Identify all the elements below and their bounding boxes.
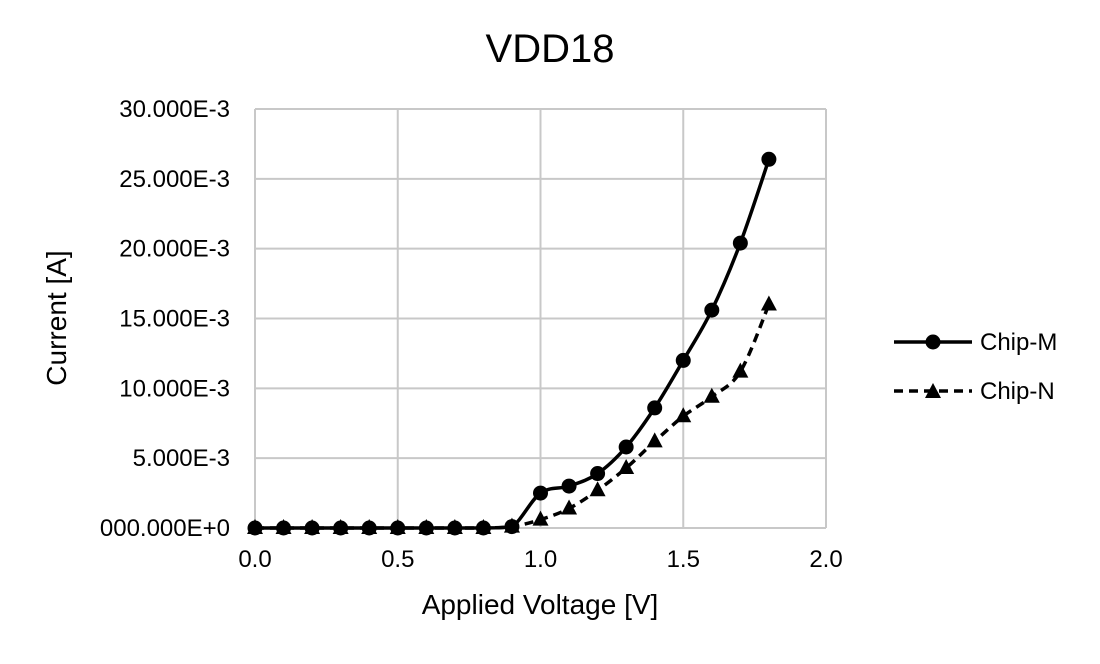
x-tick-label: 1.0 — [524, 546, 557, 573]
x-axis-label: Applied Voltage [V] — [422, 589, 659, 620]
data-point-chip-n — [618, 458, 635, 474]
legend: Chip-M Chip-N — [894, 329, 1057, 405]
data-point-chip-n — [589, 481, 606, 497]
y-axis-tick-labels: 000.000E+0 5.000E-3 10.000E-3 15.000E-3 20.0… — [100, 96, 230, 542]
x-tick-label: 1.5 — [667, 546, 700, 573]
data-point-chip-m — [361, 520, 377, 536]
data-point-chip-m — [304, 520, 320, 536]
legend-item-chip-n: Chip-N — [894, 378, 1055, 405]
data-point-chip-n — [646, 432, 663, 448]
series-chip-n — [247, 295, 777, 534]
y-tick-label: 10.000E-3 — [119, 375, 230, 402]
y-tick-label: 5.000E-3 — [133, 445, 230, 472]
data-point-chip-m — [590, 466, 606, 482]
chart-title: VDD18 — [486, 27, 615, 71]
y-tick-label: 25.000E-3 — [119, 166, 230, 193]
legend-label-chip-n: Chip-N — [980, 378, 1055, 405]
data-point-chip-m — [647, 400, 663, 416]
data-point-chip-m — [475, 520, 491, 536]
data-point-chip-m — [390, 520, 406, 536]
data-point-chip-m — [504, 519, 520, 535]
y-axis-label: Current [A] — [41, 250, 72, 385]
data-point-chip-m — [247, 520, 263, 536]
data-point-chip-m — [418, 520, 434, 536]
data-point-chip-m — [276, 520, 292, 536]
data-point-chip-m — [561, 478, 577, 494]
x-tick-label: 0.5 — [381, 546, 414, 573]
series-line-chip-m — [253, 157, 771, 530]
y-tick-label: 30.000E-3 — [119, 96, 230, 123]
y-tick-label: 000.000E+0 — [100, 515, 230, 542]
legend-item-chip-m: Chip-M — [894, 329, 1057, 356]
legend-marker-chip-n — [925, 383, 941, 398]
gridlines — [254, 108, 827, 529]
y-tick-label: 15.000E-3 — [119, 306, 230, 333]
data-point-chip-m — [675, 352, 691, 368]
data-point-chip-m — [447, 520, 463, 536]
data-point-chip-n — [732, 362, 749, 378]
series-chip-m — [247, 151, 777, 536]
data-point-chip-m — [704, 302, 720, 318]
data-point-chip-n — [532, 510, 549, 526]
plot-series — [247, 151, 777, 536]
x-tick-label: 2.0 — [809, 546, 842, 573]
data-point-chip-m — [761, 151, 777, 167]
data-point-chip-m — [333, 520, 349, 536]
series-line-chip-n — [255, 303, 771, 530]
data-point-chip-n — [561, 499, 578, 515]
data-point-chip-n — [760, 295, 777, 311]
x-tick-label: 0.0 — [238, 546, 271, 573]
legend-label-chip-m: Chip-M — [980, 329, 1057, 356]
x-axis-tick-labels: 0.0 0.5 1.0 1.5 2.0 — [238, 546, 842, 573]
data-point-chip-m — [618, 439, 634, 455]
y-tick-label: 20.000E-3 — [119, 236, 230, 263]
data-point-chip-m — [732, 235, 748, 251]
data-point-chip-n — [675, 407, 692, 423]
legend-marker-chip-m — [925, 334, 941, 350]
data-point-chip-m — [533, 485, 548, 501]
data-point-chip-n — [703, 387, 720, 403]
